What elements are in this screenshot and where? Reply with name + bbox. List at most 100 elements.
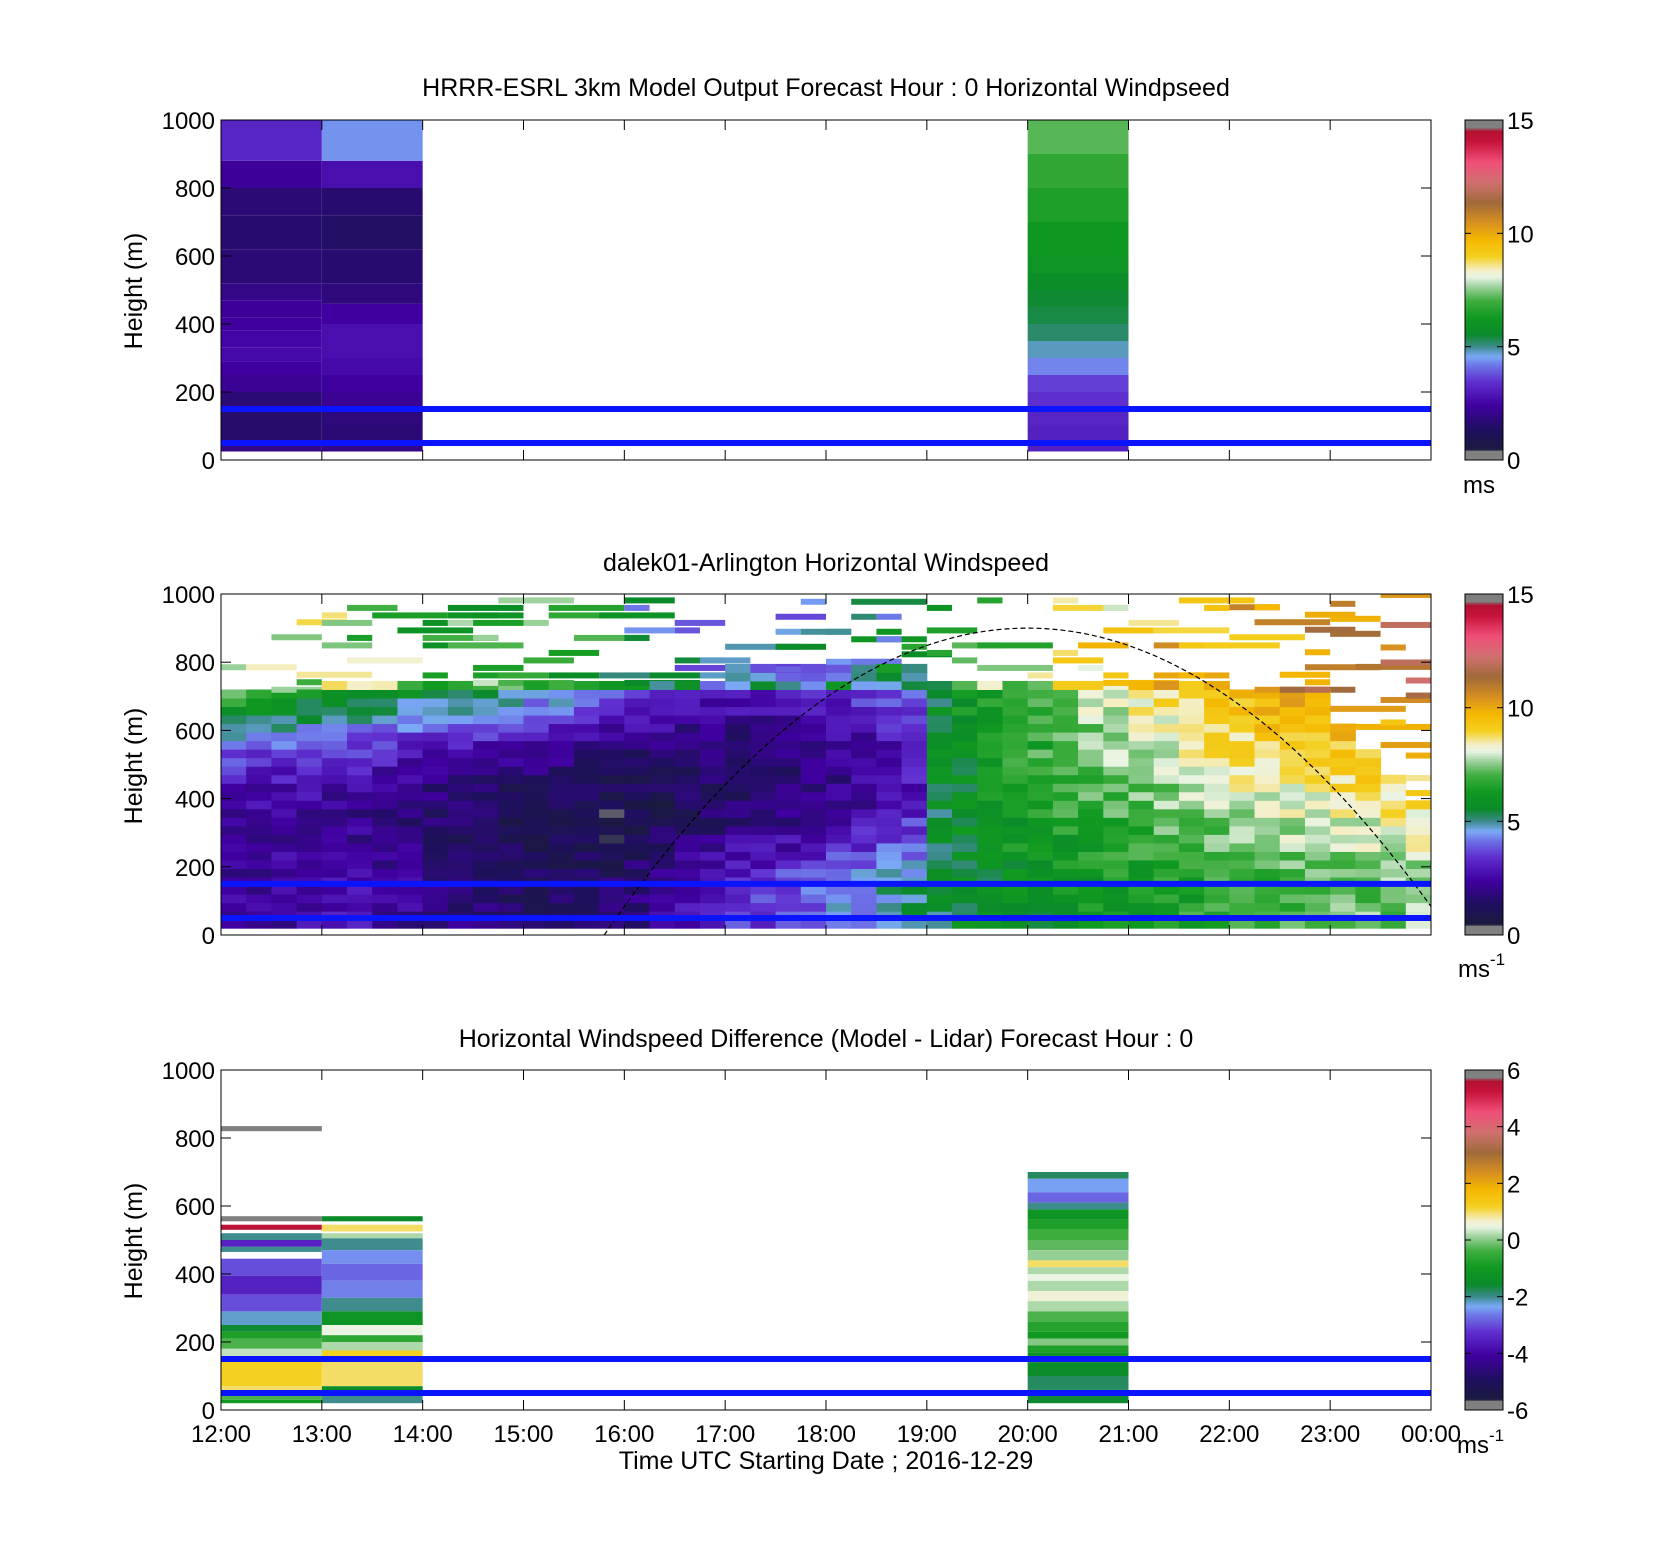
- heatmap-cell: [221, 774, 247, 784]
- colorbar-segment: [1465, 264, 1503, 267]
- colorbar-segment: [1465, 1160, 1503, 1163]
- colorbar-segment: [1465, 1140, 1503, 1143]
- heatmap-cell: [1178, 732, 1205, 742]
- heatmap-cell: [775, 706, 802, 716]
- colorbar-segment: [1465, 1230, 1503, 1233]
- colorbar-segment: [1465, 624, 1503, 627]
- colorbar-segment: [1465, 330, 1503, 333]
- heatmap-cell: [826, 859, 852, 870]
- colorbar-segment: [1465, 1274, 1503, 1277]
- heatmap-cell: [397, 834, 424, 844]
- heatmap-cell: [851, 894, 877, 904]
- heatmap-cell: [1204, 732, 1230, 742]
- heatmap-cell: [1128, 698, 1155, 708]
- heatmap-cell: [422, 817, 449, 827]
- heatmap-cell: [876, 613, 902, 620]
- heatmap-cell: [548, 859, 575, 870]
- heatmap-cell: [523, 842, 550, 852]
- heatmap-cell: [1153, 698, 1180, 708]
- heatmap-cell: [800, 834, 827, 844]
- heatmap-cell: [1330, 740, 1356, 750]
- colorbar-segment: [1465, 1134, 1503, 1137]
- heatmap-cell: [296, 671, 373, 678]
- heatmap-cell: [1229, 817, 1256, 827]
- heatmap-cell: [347, 783, 373, 793]
- heatmap-cell: [523, 698, 550, 708]
- heatmap-cell: [1355, 766, 1382, 776]
- colorbar-segment: [1465, 374, 1503, 377]
- heatmap-cell: [725, 723, 751, 733]
- heatmap-cell: [901, 902, 928, 912]
- colorbar-segment: [1465, 228, 1503, 231]
- heatmap-cell: [1027, 698, 1054, 708]
- colorbar-segment: [1465, 276, 1503, 279]
- heatmap-cell: [699, 783, 726, 793]
- heatmap-cell: [1027, 680, 1054, 690]
- heatmap-cell: [1052, 698, 1079, 708]
- heatmap-cell: [422, 885, 449, 895]
- heatmap-cell: [321, 774, 348, 784]
- heatmap-cell: [1027, 689, 1054, 699]
- heatmap-cell: [523, 732, 550, 742]
- heatmap-cell: [674, 706, 701, 716]
- heatmap-cell: [523, 689, 550, 699]
- reference-lines: [221, 880, 1431, 921]
- heatmap-cell: [1078, 749, 1104, 759]
- colorbar-segment: [1465, 278, 1503, 281]
- colorbar-segment: [1465, 600, 1503, 603]
- heatmap-cell: [851, 613, 877, 620]
- heatmap-cell: [498, 723, 524, 733]
- heatmap-cell: [473, 749, 499, 759]
- heatmap-cell: [1279, 749, 1306, 759]
- colorbar-segment: [1465, 1216, 1503, 1219]
- colorbar-segment: [1465, 352, 1503, 355]
- heatmap-cell: [1254, 791, 1281, 801]
- heatmap-cell: [649, 842, 676, 852]
- colorbar-segment: [1465, 626, 1503, 629]
- heatmap-cell: [826, 757, 852, 767]
- colorbar-segment: [1465, 882, 1503, 886]
- heatmap-cell: [1103, 791, 1129, 801]
- heatmap-cell: [851, 698, 877, 708]
- colorbar-segment: [1465, 696, 1503, 699]
- colorbar-segment: [1465, 700, 1503, 703]
- heatmap-cell: [1405, 834, 1431, 844]
- heatmap-cell: [1178, 808, 1205, 818]
- colorbar-segment: [1465, 1164, 1503, 1167]
- heatmap-cell: [1254, 783, 1281, 793]
- heatmap-cell: [1027, 1280, 1129, 1291]
- colorbar-segment: [1465, 850, 1503, 854]
- colorbar-segment: [1465, 142, 1503, 145]
- heatmap-cell: [699, 825, 726, 835]
- heatmap-cell: [901, 791, 928, 801]
- heatmap-cell: [977, 902, 1003, 912]
- heatmap-cell: [1103, 859, 1129, 870]
- heatmap-cell: [296, 800, 323, 810]
- colorbar-segment: [1465, 240, 1503, 243]
- heatmap-cell: [246, 817, 272, 827]
- colorbar-segment: [1465, 170, 1503, 173]
- colorbar-segment: [1465, 1200, 1503, 1203]
- colorbar-segment: [1465, 1182, 1503, 1185]
- colorbar-segment: [1465, 692, 1503, 695]
- heatmap-cell: [1330, 834, 1356, 844]
- heatmap-cell: [725, 868, 751, 878]
- heatmap-cell: [624, 808, 651, 818]
- heatmap-cell: [599, 698, 625, 708]
- heatmap-cell: [1078, 783, 1104, 793]
- colorbar-segment: [1465, 1222, 1503, 1225]
- heatmap-cell: [372, 715, 398, 725]
- heatmap-cell: [473, 783, 499, 793]
- heatmap-cell: [851, 706, 877, 716]
- heatmap-cell: [599, 885, 625, 895]
- colorbar-segment: [1465, 1354, 1503, 1357]
- heatmap-cell: [1380, 868, 1407, 878]
- colorbar-segment: [1465, 158, 1503, 161]
- heatmap-cell: [1178, 757, 1205, 767]
- heatmap-cell: [372, 680, 398, 690]
- heatmap-cell: [523, 657, 574, 664]
- heatmap-cell: [1229, 842, 1256, 852]
- heatmap-cell: [599, 791, 625, 801]
- heatmap-cell: [271, 740, 298, 750]
- heatmap-cell: [221, 1331, 322, 1339]
